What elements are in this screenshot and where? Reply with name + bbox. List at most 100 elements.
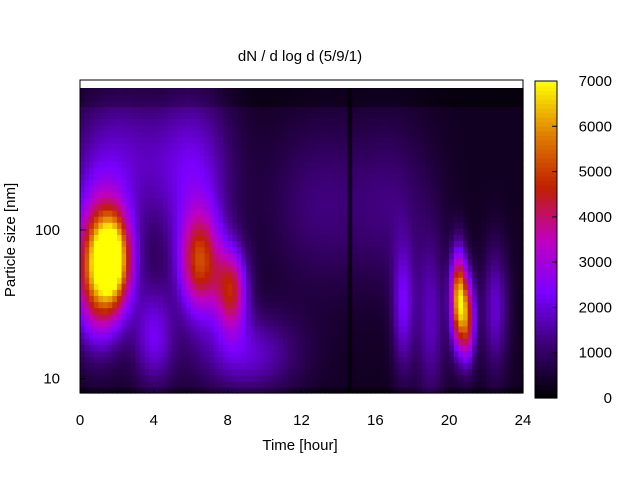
heatmap-cell <box>476 203 483 211</box>
heatmap-cell <box>463 228 469 235</box>
heatmap-cell <box>453 283 459 290</box>
heatmap-cell <box>135 155 141 162</box>
heatmap-cell <box>213 246 220 254</box>
heatmap-cell <box>375 191 381 199</box>
heatmap-cell <box>393 203 400 211</box>
heatmap-cell <box>126 344 132 351</box>
heatmap-cell <box>273 118 280 126</box>
heatmap-cell <box>306 325 312 333</box>
heatmap-cell <box>416 191 423 199</box>
heatmap-cell <box>264 197 270 205</box>
heatmap-cell <box>324 142 330 150</box>
heatmap-cell <box>375 136 381 144</box>
heatmap-cell <box>453 277 459 284</box>
heatmap-cell <box>116 246 123 254</box>
heatmap-cell <box>361 142 367 150</box>
heatmap-cell <box>499 216 506 223</box>
heatmap-cell <box>379 136 386 144</box>
heatmap-cell <box>218 338 224 345</box>
heatmap-cell <box>149 155 155 162</box>
heatmap-cell <box>227 246 233 254</box>
heatmap-cell <box>126 203 132 211</box>
heatmap-cell <box>361 112 367 120</box>
heatmap-cell <box>393 88 400 95</box>
heatmap-cell <box>495 228 501 235</box>
heatmap-cell <box>518 185 524 193</box>
heatmap-cell <box>453 228 459 235</box>
heatmap-cell <box>269 106 275 113</box>
heatmap-cell <box>278 106 284 113</box>
heatmap-cell <box>495 149 501 156</box>
heatmap-cell <box>121 228 127 235</box>
heatmap-cell <box>269 124 275 132</box>
heatmap-cell <box>273 295 280 303</box>
heatmap-cell <box>269 277 275 284</box>
heatmap-cell <box>227 380 233 388</box>
heatmap-cell <box>287 380 293 388</box>
heatmap-cell <box>204 179 210 187</box>
heatmap-cell <box>352 246 358 254</box>
heatmap-cell <box>472 155 478 162</box>
heatmap-cell <box>504 234 510 242</box>
heatmap-cell <box>347 136 353 144</box>
heatmap-cell <box>149 283 155 290</box>
heatmap-cell <box>301 185 307 193</box>
heatmap-cell <box>236 130 243 138</box>
heatmap-cell <box>158 173 164 181</box>
heatmap-cell <box>370 203 376 211</box>
heatmap-cell <box>176 161 183 168</box>
heatmap-cell <box>232 325 238 333</box>
heatmap-cell <box>499 307 506 315</box>
heatmap-cell <box>250 136 256 144</box>
heatmap-cell <box>333 191 340 199</box>
heatmap-cell <box>176 307 183 315</box>
heatmap-cell <box>246 277 252 284</box>
heatmap-cell <box>273 368 280 376</box>
heatmap-cell <box>315 362 321 370</box>
heatmap-cell <box>209 100 215 107</box>
heatmap-cell <box>486 216 492 223</box>
heatmap-cell <box>481 374 487 382</box>
heatmap-cell <box>232 332 238 339</box>
heatmap-cell <box>246 118 252 126</box>
heatmap-cell <box>181 228 187 235</box>
heatmap-cell <box>107 185 113 193</box>
heatmap-cell <box>107 319 113 327</box>
heatmap-cell <box>458 350 464 357</box>
heatmap-cell <box>158 100 164 107</box>
heatmap-cell <box>103 124 109 132</box>
heatmap-cell <box>223 338 229 345</box>
heatmap-cell <box>93 94 100 101</box>
heatmap-cell <box>264 350 270 357</box>
heatmap-cell <box>93 161 100 168</box>
heatmap-cell <box>139 240 146 248</box>
heatmap-cell <box>476 380 483 388</box>
heatmap-cell <box>490 374 496 382</box>
heatmap-cell <box>135 228 141 235</box>
heatmap-cell <box>255 173 261 181</box>
heatmap-cell <box>112 100 118 107</box>
heatmap-cell <box>370 216 376 223</box>
heatmap-cell <box>273 136 280 144</box>
heatmap-cell <box>176 295 183 303</box>
heatmap-cell <box>139 179 146 187</box>
heatmap-cell <box>167 234 173 242</box>
heatmap-cell <box>324 173 330 181</box>
heatmap-cell <box>144 386 150 394</box>
heatmap-cell <box>292 368 298 376</box>
heatmap-cell <box>398 185 404 193</box>
heatmap-cell <box>463 374 469 382</box>
heatmap-cell <box>153 173 160 181</box>
heatmap-cell <box>486 210 492 217</box>
heatmap-cell <box>144 283 150 290</box>
heatmap-cell <box>195 313 201 321</box>
heatmap-cell <box>149 258 155 266</box>
heatmap-cell <box>199 307 206 315</box>
heatmap-cell <box>352 228 358 235</box>
heatmap-cell <box>338 240 344 248</box>
heatmap-cell <box>204 319 210 327</box>
heatmap-cell <box>153 289 160 296</box>
heatmap-cell <box>93 319 100 327</box>
heatmap-cell <box>135 313 141 321</box>
heatmap-cell <box>430 271 436 278</box>
